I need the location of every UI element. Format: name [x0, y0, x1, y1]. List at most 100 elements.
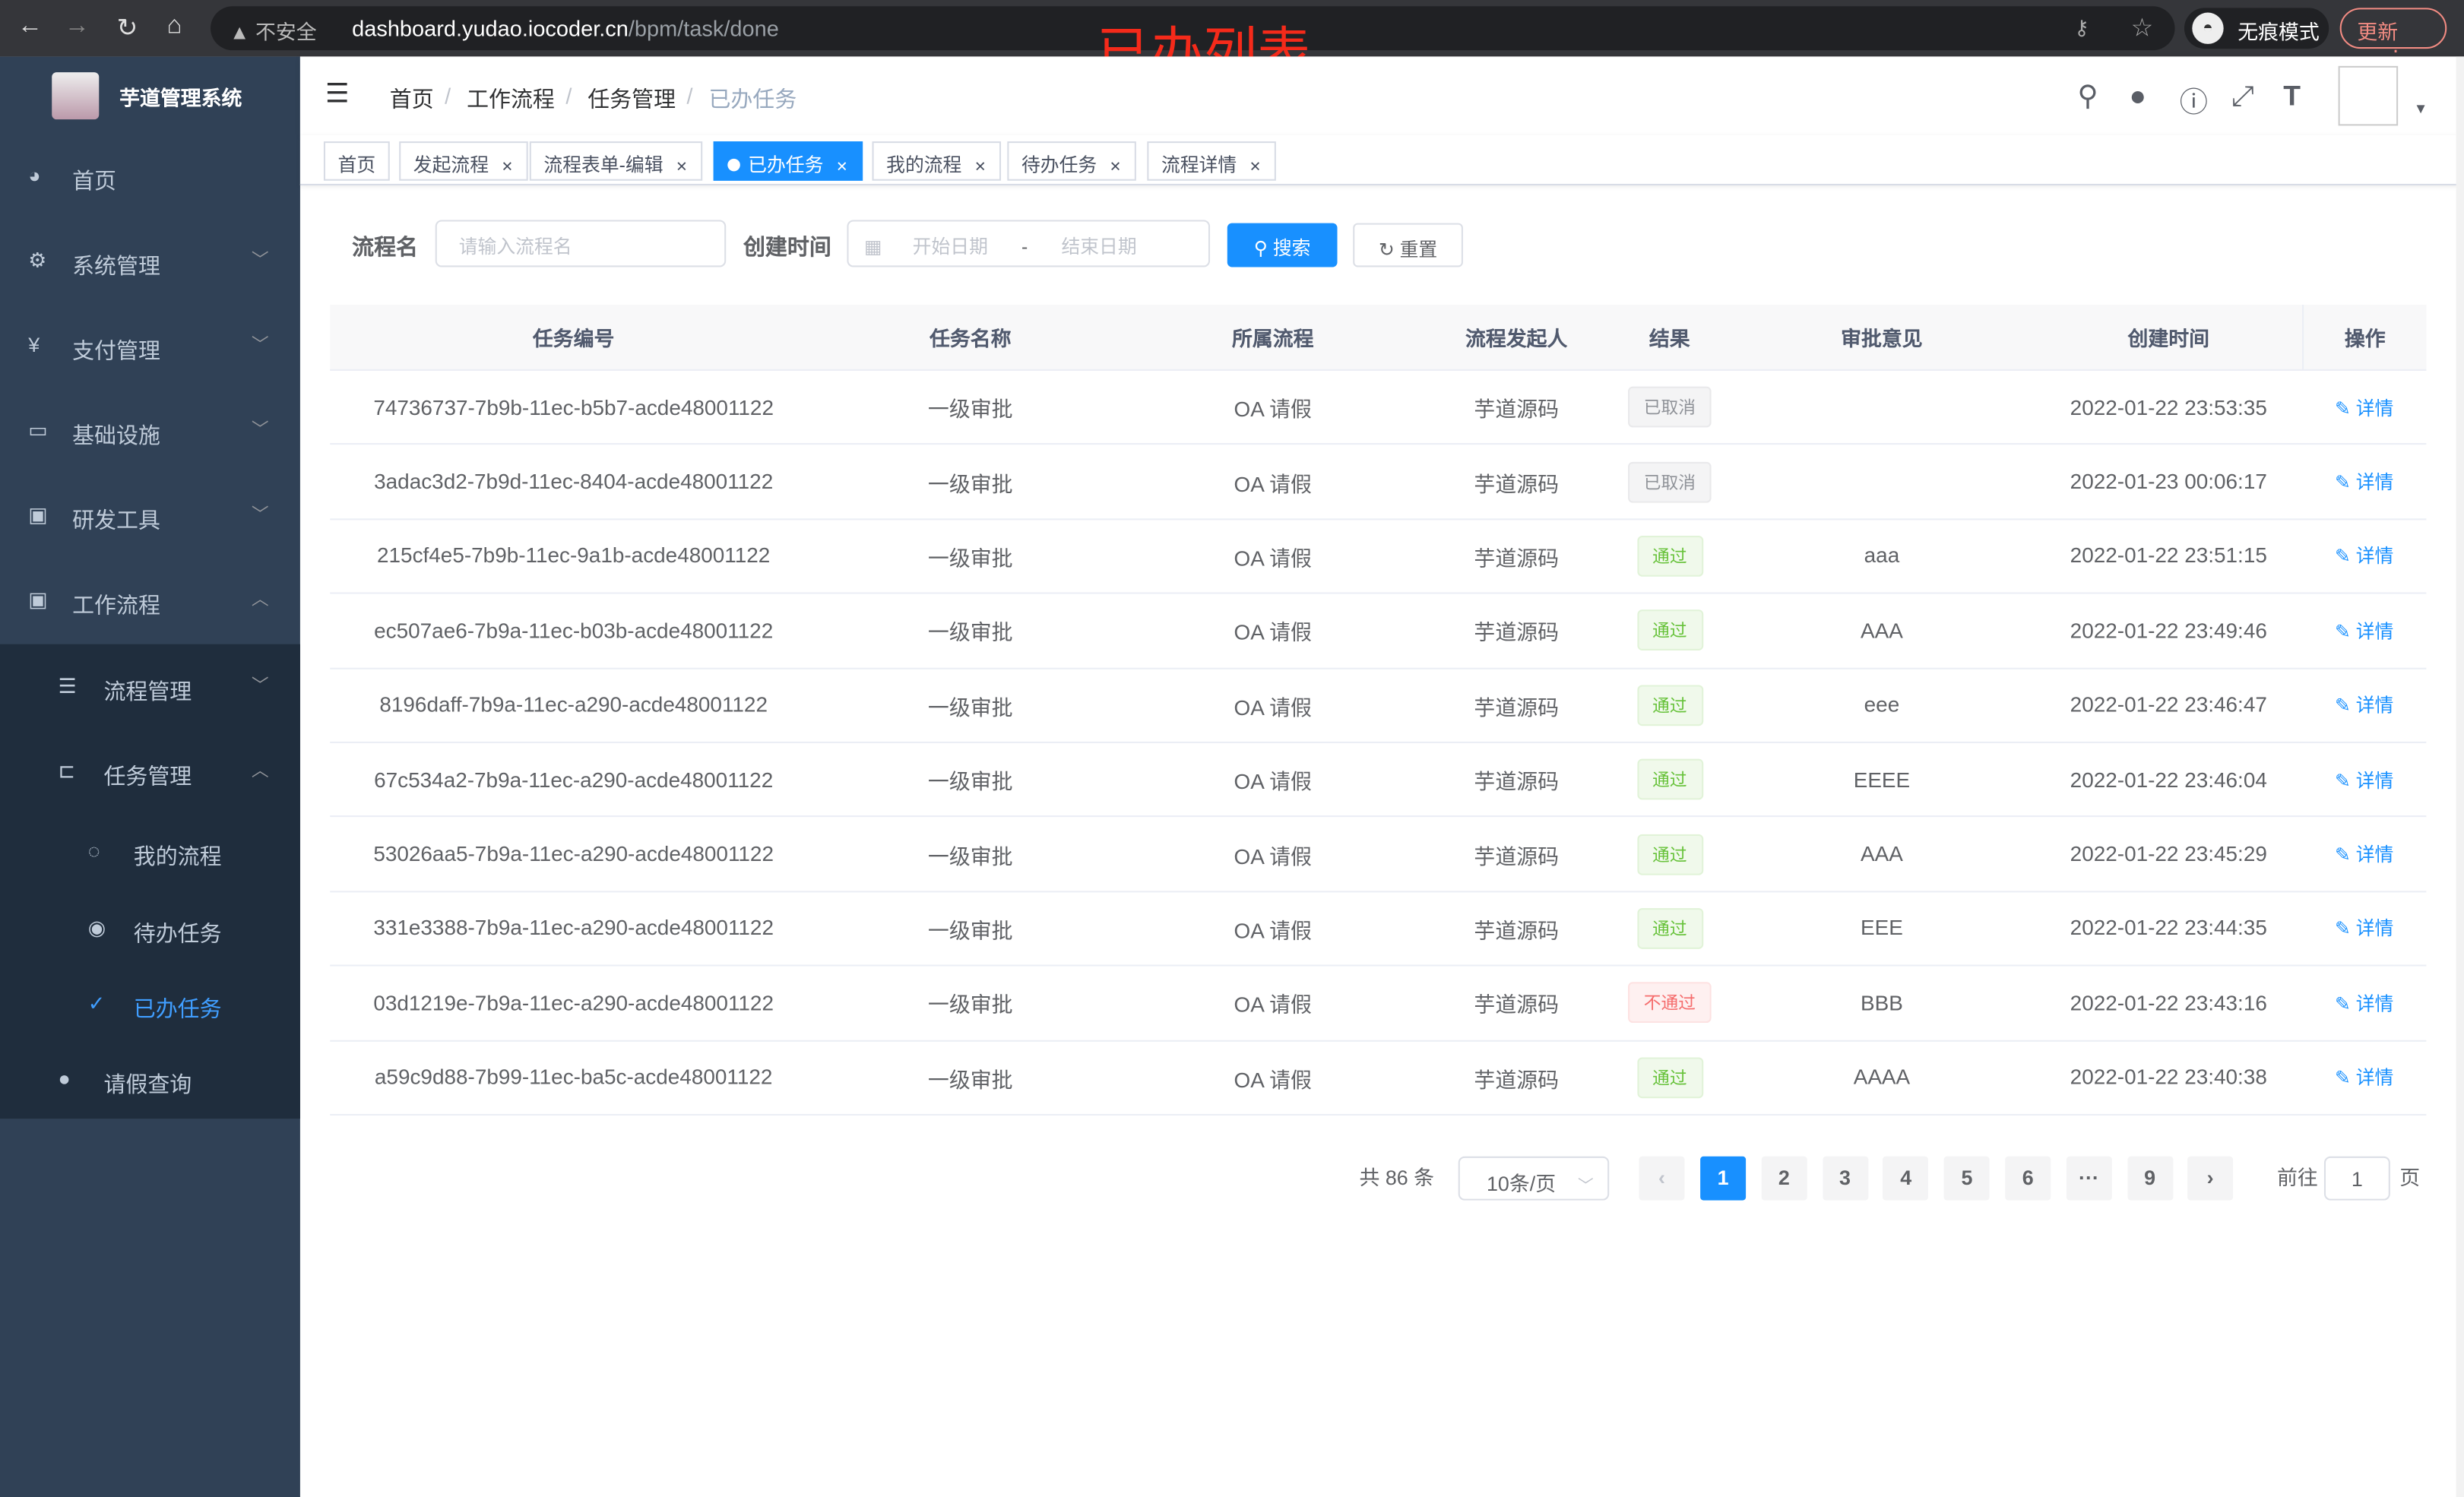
- user-icon: ●: [58, 1066, 71, 1090]
- sidebar-subitem-2[interactable]: ◌ 我的流程: [0, 814, 300, 892]
- cell-id: 3adac3d2-7b9d-11ec-8404-acde48001122: [374, 470, 774, 494]
- breadcrumb-item[interactable]: 任务管理: [587, 86, 676, 112]
- tag-3[interactable]: 已办任务 ✕: [713, 141, 863, 181]
- sidebar-item-5[interactable]: ▣ 工作流程 ︿: [0, 562, 300, 641]
- address-bar[interactable]: ▲ 不安全 dashboard.yudao.iocoder.cn/bpm/tas…: [211, 6, 2175, 51]
- search-icon[interactable]: ⚲: [2077, 80, 2098, 112]
- page-button[interactable]: 4: [1883, 1156, 1929, 1201]
- table-row: 3adac3d2-7b9d-11ec-8404-acde48001122 一级审批…: [330, 445, 2427, 520]
- hamburger-icon[interactable]: ☰: [325, 78, 350, 109]
- page-size-select[interactable]: 10条/页 ﹀: [1458, 1156, 1610, 1201]
- star-icon[interactable]: ☆: [2130, 15, 2154, 43]
- close-icon[interactable]: ✕: [501, 158, 514, 175]
- close-icon[interactable]: ✕: [1249, 158, 1262, 175]
- update-button[interactable]: 更新⋮: [2339, 8, 2447, 69]
- detail-link[interactable]: ✎ 详情: [2335, 840, 2393, 867]
- detail-link[interactable]: ✎ 详情: [2335, 989, 2393, 1016]
- sidebar-item-1[interactable]: ⚙ 系统管理 ﹀: [0, 223, 300, 302]
- page-button[interactable]: 9: [2127, 1156, 2173, 1201]
- next-page-button[interactable]: ›: [2187, 1156, 2234, 1201]
- close-icon[interactable]: ✕: [1109, 158, 1122, 175]
- sidebar-subitem-0[interactable]: ☰ 流程管理 ﹀: [0, 649, 300, 727]
- sidebar-item-2[interactable]: ¥ 支付管理 ﹀: [0, 308, 300, 386]
- cell-created: 2022-01-22 23:49:46: [2070, 619, 2267, 643]
- fullscreen-icon[interactable]: ⤢: [2231, 80, 2254, 112]
- cell-name: 一级审批: [927, 919, 1013, 943]
- cell-process: OA 请假: [1234, 919, 1312, 943]
- page-button[interactable]: 5: [1944, 1156, 1990, 1201]
- forward-icon[interactable]: →: [64, 12, 90, 40]
- submenu-panel: [0, 644, 300, 1119]
- chevron-down-icon: ﹀: [251, 336, 269, 356]
- reload-icon[interactable]: ↻: [116, 15, 138, 43]
- tag-1[interactable]: 发起流程 ✕: [399, 141, 527, 181]
- caret-down-icon[interactable]: ▼: [2413, 100, 2428, 117]
- page-button[interactable]: 2: [1761, 1156, 1807, 1201]
- prev-page-button[interactable]: ‹: [1639, 1156, 1685, 1201]
- table-row: ec507ae6-7b9a-11ec-b03b-acde48001122 一级审批…: [330, 594, 2427, 669]
- cell-id: 03d1219e-7b9a-11ec-a290-acde48001122: [373, 991, 774, 1015]
- cell-starter: 芋道源码: [1474, 844, 1560, 869]
- start-date-input[interactable]: 开始日期: [912, 236, 988, 258]
- cell-process: OA 请假: [1234, 993, 1312, 1018]
- gear-icon: ⚙: [28, 248, 47, 272]
- avatar[interactable]: [2338, 65, 2399, 126]
- tag-0[interactable]: 首页: [323, 141, 390, 181]
- sidebar-item-4[interactable]: ▣ 研发工具 ﹀: [0, 478, 300, 556]
- font-size-icon[interactable]: T: [2283, 80, 2301, 112]
- close-icon[interactable]: ✕: [676, 158, 688, 175]
- back-icon[interactable]: ←: [17, 12, 43, 40]
- github-icon[interactable]: ●: [2129, 80, 2147, 112]
- detail-link[interactable]: ✎ 详情: [2335, 617, 2393, 644]
- detail-link[interactable]: ✎ 详情: [2335, 692, 2393, 718]
- sidebar-subitem-1[interactable]: ⊏ 任务管理 ︿: [0, 734, 300, 812]
- goto-page-input[interactable]: 1: [2323, 1156, 2390, 1201]
- browser-toolbar: ← → ↻ ⌂ ▲ 不安全 dashboard.yudao.iocoder.cn…: [0, 0, 2464, 69]
- close-icon[interactable]: ✕: [835, 158, 848, 175]
- breadcrumb-item[interactable]: 首页: [389, 86, 434, 112]
- tag-4[interactable]: 我的流程 ✕: [872, 141, 1001, 181]
- insecure-label: 不安全: [255, 20, 317, 44]
- date-range-picker[interactable]: ▦ 开始日期 - 结束日期: [847, 220, 1211, 267]
- home-icon[interactable]: ⌂: [166, 12, 182, 40]
- sidebar-subitem-3[interactable]: ◉ 待办任务: [0, 891, 300, 969]
- page-button[interactable]: 3: [1822, 1156, 1868, 1201]
- help-icon[interactable]: ⓘ: [2179, 86, 2208, 119]
- tag-5[interactable]: 待办任务 ✕: [1007, 141, 1135, 181]
- end-date-input[interactable]: 结束日期: [1061, 236, 1137, 258]
- toolbox-icon: ▣: [28, 587, 48, 612]
- scrollbar[interactable]: [2456, 56, 2464, 1497]
- warning-icon: ▲: [229, 20, 255, 44]
- detail-link[interactable]: ✎ 详情: [2335, 468, 2393, 495]
- detail-link[interactable]: ✎ 详情: [2335, 1064, 2393, 1090]
- column-header: 结果: [1648, 327, 1690, 351]
- detail-link[interactable]: ✎ 详情: [2335, 394, 2393, 420]
- toolbox-icon: ▣: [28, 502, 48, 527]
- search-button[interactable]: ⚲ 搜索: [1227, 223, 1338, 267]
- incognito-badge[interactable]: ◓ 无痕模式: [2184, 8, 2329, 49]
- process-name-input[interactable]: 请输入流程名: [435, 220, 727, 267]
- page-button[interactable]: 1: [1700, 1156, 1747, 1201]
- detail-label: 详情: [2355, 620, 2394, 643]
- page-button[interactable]: ···: [2066, 1156, 2112, 1201]
- breadcrumb-item[interactable]: 工作流程: [467, 86, 555, 112]
- cell-id: ec507ae6-7b9a-11ec-b03b-acde48001122: [374, 619, 774, 643]
- close-icon[interactable]: ✕: [974, 158, 987, 175]
- detail-link[interactable]: ✎ 详情: [2335, 766, 2393, 793]
- sidebar-item-0[interactable]: ◕ 首页: [0, 138, 300, 217]
- sidebar-subitem-4[interactable]: ✓ 已办任务: [0, 967, 300, 1045]
- tag-2[interactable]: 流程表单-编辑 ✕: [529, 141, 702, 181]
- tag-6[interactable]: 流程详情 ✕: [1147, 141, 1275, 181]
- reset-button[interactable]: ↻ 重置: [1353, 223, 1463, 267]
- sidebar-subitem-5[interactable]: ● 请假查询: [0, 1042, 300, 1120]
- key-icon[interactable]: ⚷: [2074, 15, 2089, 40]
- detail-link[interactable]: ✎ 详情: [2335, 915, 2393, 942]
- cell-id: 215cf4e5-7b9b-11ec-9a1b-acde48001122: [376, 544, 771, 568]
- sidebar-item-3[interactable]: ▭ 基础设施 ﹀: [0, 393, 300, 471]
- page-button[interactable]: 6: [2005, 1156, 2051, 1201]
- detail-link[interactable]: ✎ 详情: [2335, 543, 2393, 569]
- detail-label: 详情: [2355, 397, 2394, 419]
- column-header: 流程发起人: [1465, 327, 1568, 351]
- cell-starter: 芋道源码: [1474, 397, 1560, 422]
- tag-label: 首页: [337, 153, 376, 176]
